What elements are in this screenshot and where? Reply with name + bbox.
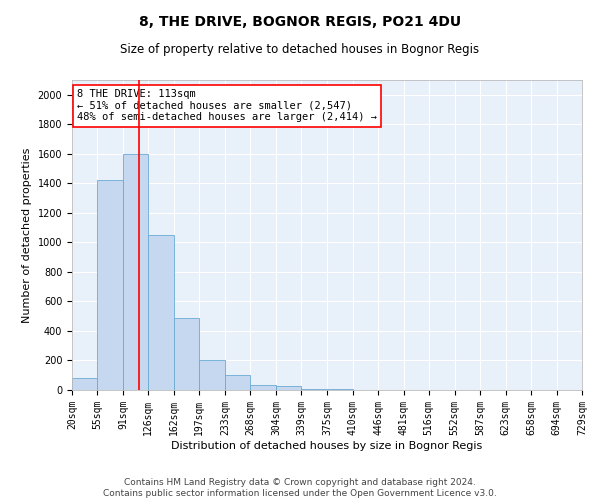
Text: Size of property relative to detached houses in Bognor Regis: Size of property relative to detached ho… [121,42,479,56]
Bar [276,386,301,390]
Bar [199,360,225,390]
Bar [250,385,276,390]
X-axis label: Distribution of detached houses by size in Bognor Regis: Distribution of detached houses by size … [172,440,482,450]
Bar [174,318,199,390]
Bar [97,180,123,390]
Bar [148,235,174,390]
Text: 8 THE DRIVE: 113sqm
← 51% of detached houses are smaller (2,547)
48% of semi-det: 8 THE DRIVE: 113sqm ← 51% of detached ho… [77,90,377,122]
Bar [72,378,97,390]
Bar [301,389,328,390]
Text: Contains HM Land Registry data © Crown copyright and database right 2024.
Contai: Contains HM Land Registry data © Crown c… [103,478,497,498]
Y-axis label: Number of detached properties: Number of detached properties [22,148,32,322]
Bar [225,374,250,390]
Bar [123,154,148,390]
Text: 8, THE DRIVE, BOGNOR REGIS, PO21 4DU: 8, THE DRIVE, BOGNOR REGIS, PO21 4DU [139,15,461,29]
